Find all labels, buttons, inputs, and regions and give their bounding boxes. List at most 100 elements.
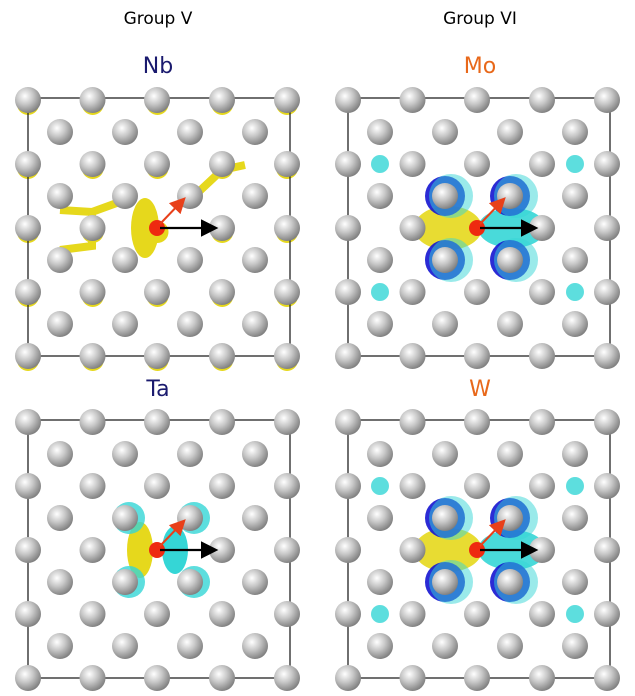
atom bbox=[209, 473, 235, 499]
atom bbox=[335, 343, 361, 369]
atom bbox=[112, 569, 138, 595]
atom bbox=[144, 343, 170, 369]
atom bbox=[15, 279, 41, 305]
density-lobe bbox=[131, 198, 159, 258]
atom bbox=[529, 343, 555, 369]
panel-label: W bbox=[469, 377, 491, 402]
atom bbox=[562, 247, 588, 273]
atom bbox=[15, 409, 41, 435]
atom bbox=[432, 311, 458, 337]
atom bbox=[177, 441, 203, 467]
density-lobe bbox=[414, 528, 482, 572]
atom bbox=[79, 279, 106, 305]
atom bbox=[529, 151, 555, 177]
atom bbox=[274, 87, 300, 113]
atom bbox=[399, 537, 426, 563]
atom bbox=[274, 151, 300, 177]
atom bbox=[15, 151, 41, 177]
atom bbox=[529, 601, 555, 627]
atom bbox=[112, 183, 138, 209]
atom bbox=[274, 473, 300, 499]
atom bbox=[274, 215, 300, 241]
atom bbox=[209, 601, 235, 627]
atom bbox=[274, 343, 300, 369]
atom bbox=[594, 215, 620, 241]
atom bbox=[112, 441, 138, 467]
arrow bbox=[159, 197, 186, 225]
atom bbox=[79, 343, 106, 369]
atom bbox=[464, 151, 490, 177]
atom bbox=[144, 87, 170, 113]
atom bbox=[594, 279, 620, 305]
atom bbox=[594, 601, 620, 627]
atom bbox=[335, 409, 361, 435]
atom bbox=[177, 505, 203, 531]
atom bbox=[47, 311, 73, 337]
atom bbox=[79, 215, 106, 241]
atom bbox=[242, 311, 268, 337]
atom bbox=[15, 537, 41, 563]
atom bbox=[242, 247, 268, 273]
atom bbox=[209, 665, 235, 691]
atom bbox=[497, 441, 523, 467]
atom bbox=[112, 119, 138, 145]
atom bbox=[209, 87, 235, 113]
atom bbox=[242, 119, 268, 145]
panel bbox=[335, 87, 620, 369]
atom bbox=[47, 183, 73, 209]
density-lobe bbox=[371, 605, 389, 623]
density-lobe bbox=[566, 283, 584, 301]
atom bbox=[594, 473, 620, 499]
atom bbox=[464, 87, 490, 113]
density-lobe bbox=[414, 206, 482, 250]
atom bbox=[464, 601, 490, 627]
atom bbox=[112, 633, 138, 659]
atom bbox=[399, 87, 426, 113]
arrow bbox=[159, 519, 186, 547]
arrow bbox=[479, 197, 506, 225]
atom bbox=[497, 311, 523, 337]
atom bbox=[335, 537, 361, 563]
atom bbox=[594, 343, 620, 369]
density-lobe bbox=[127, 522, 153, 578]
atom bbox=[594, 409, 620, 435]
atom bbox=[15, 601, 41, 627]
atom bbox=[529, 279, 555, 305]
atom bbox=[562, 441, 588, 467]
atom bbox=[47, 505, 73, 531]
atom bbox=[144, 151, 170, 177]
atom bbox=[47, 119, 73, 145]
atom bbox=[367, 441, 393, 467]
atom bbox=[335, 665, 361, 691]
atom bbox=[144, 665, 170, 691]
atom bbox=[464, 279, 490, 305]
atom bbox=[335, 601, 361, 627]
density-lobe bbox=[566, 155, 584, 173]
atom bbox=[367, 183, 393, 209]
atom bbox=[367, 569, 393, 595]
panels bbox=[15, 87, 620, 691]
atom bbox=[497, 183, 523, 209]
density-lobe bbox=[566, 477, 584, 495]
atom bbox=[177, 119, 203, 145]
atom bbox=[562, 633, 588, 659]
atom bbox=[79, 151, 106, 177]
atom bbox=[47, 247, 73, 273]
atom bbox=[529, 473, 555, 499]
atom bbox=[529, 665, 555, 691]
atom bbox=[464, 409, 490, 435]
atom bbox=[562, 569, 588, 595]
atom bbox=[562, 505, 588, 531]
atom bbox=[399, 151, 426, 177]
atom bbox=[399, 409, 426, 435]
column-header: Group VI bbox=[443, 9, 517, 29]
atom bbox=[274, 279, 300, 305]
atom bbox=[209, 279, 235, 305]
atom bbox=[274, 665, 300, 691]
atom bbox=[15, 215, 41, 241]
atom bbox=[15, 473, 41, 499]
density-lobe bbox=[371, 477, 389, 495]
atom bbox=[335, 473, 361, 499]
